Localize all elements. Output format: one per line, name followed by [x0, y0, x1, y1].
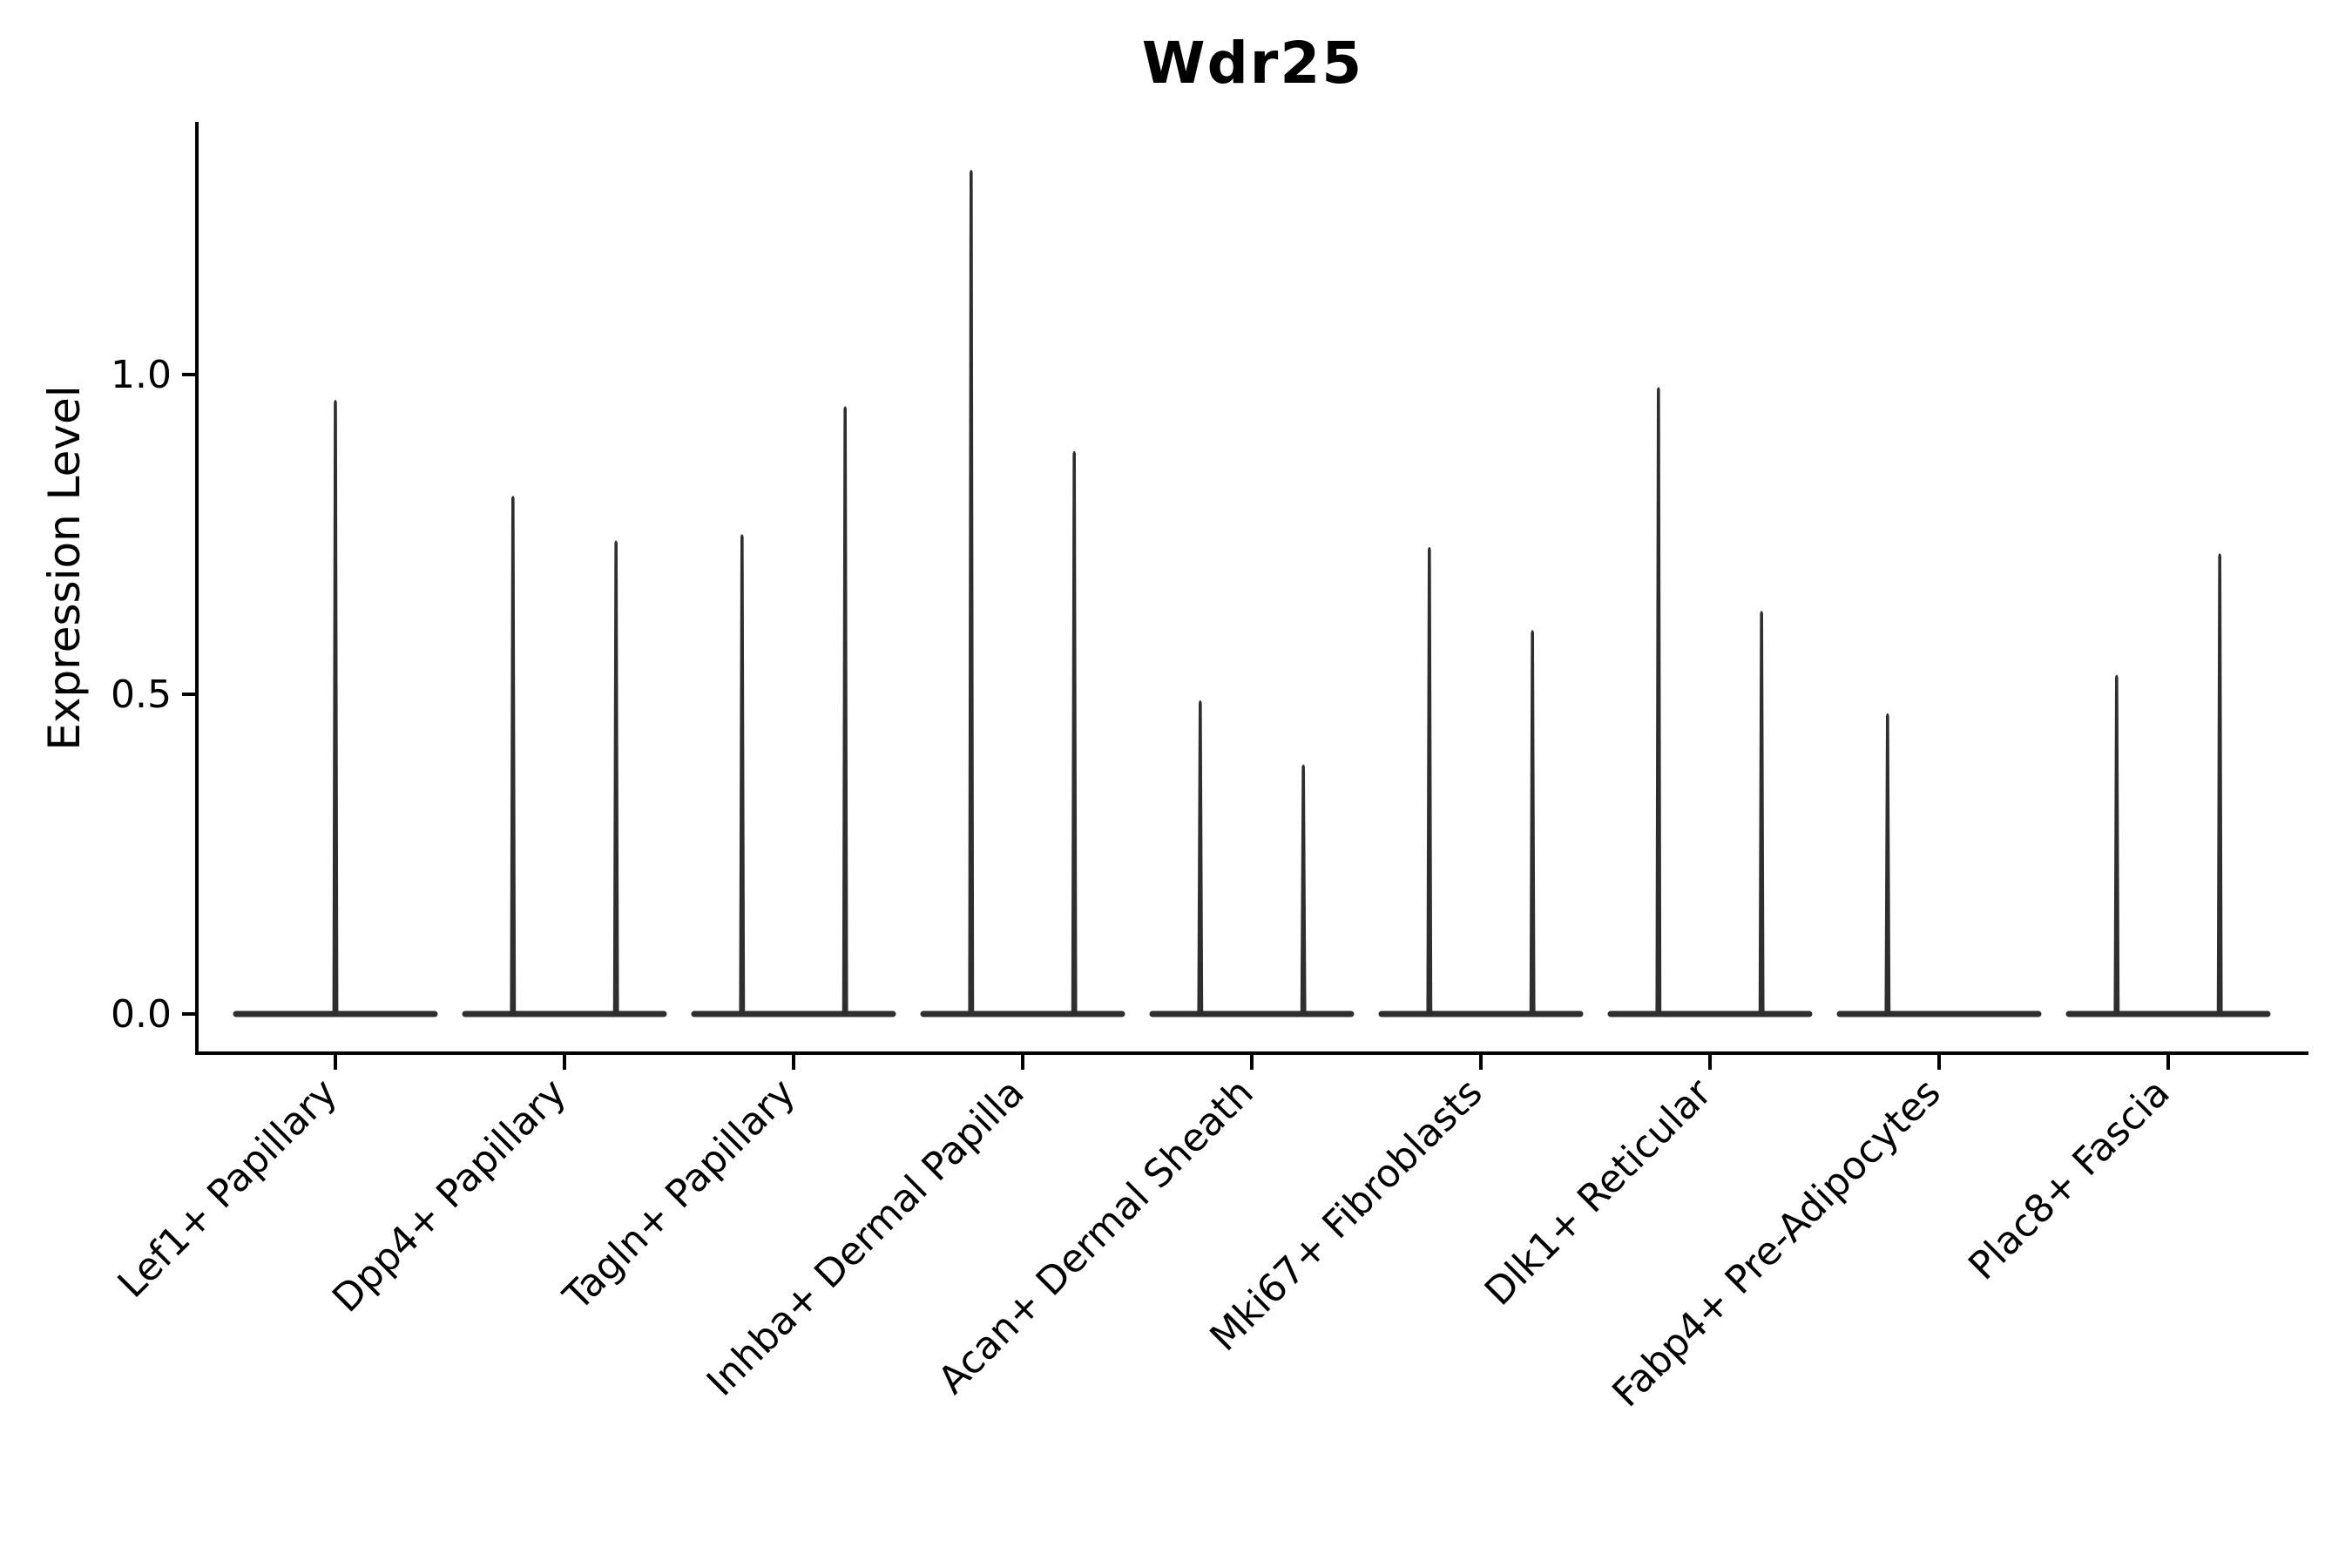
violin-spike [1071, 450, 1078, 1015]
violin-spike [1655, 387, 1662, 1015]
chart-title: Wdr25 [1141, 30, 1364, 97]
violin-spike [1197, 700, 1204, 1015]
violin-spike [841, 406, 848, 1015]
x-tick-label: Dlk1+ Reticular [1477, 1070, 1721, 1315]
x-tick-label: Plac8+ Fascia [1960, 1071, 2179, 1289]
violin-spike [2216, 553, 2223, 1015]
violin-spike [1300, 764, 1307, 1015]
violin-spike [1426, 546, 1433, 1015]
x-tick-label: Dpp4+ Papillary [324, 1071, 575, 1321]
violin-spike [1758, 611, 1765, 1015]
violin-spike [510, 496, 517, 1015]
y-axis-label: Expression Level [39, 385, 90, 751]
x-tick-label: Tagln+ Papillary [555, 1071, 804, 1320]
x-tick-label: Lef1+ Papillary [110, 1071, 346, 1307]
violin-spike [332, 400, 339, 1015]
violin-spike [968, 169, 975, 1015]
y-tick-label: 0.0 [111, 992, 172, 1037]
violin-spike [1884, 713, 1891, 1015]
violin-spike [2113, 674, 2120, 1015]
violin-spike [739, 534, 746, 1015]
violin-spike [612, 540, 619, 1015]
y-tick-label: 1.0 [111, 353, 172, 397]
violin-spike [1529, 630, 1536, 1015]
y-tick-label: 0.5 [111, 672, 172, 717]
